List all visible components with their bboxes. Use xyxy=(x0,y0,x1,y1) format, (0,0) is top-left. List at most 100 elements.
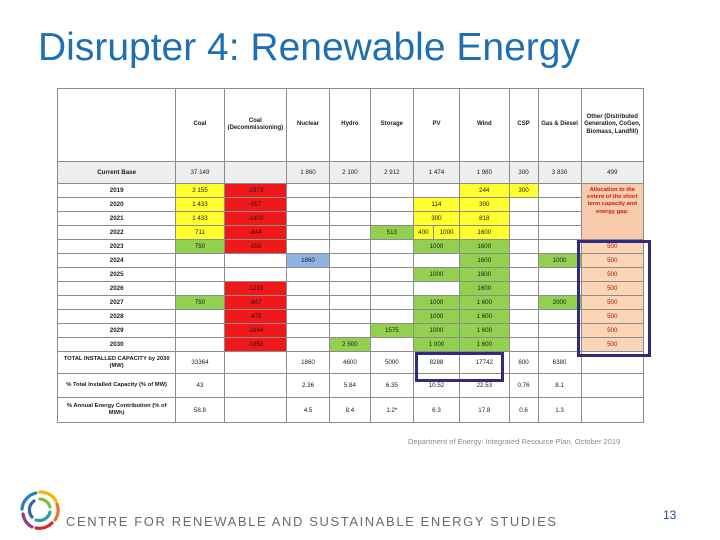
table-cell: 1 474 xyxy=(412,161,461,184)
pct-capacity-row: % Total Installed Capacity (% of MW) 43 2.… xyxy=(56,373,645,398)
table-cell: 711 xyxy=(175,225,225,240)
table-cell: 5000 xyxy=(369,351,414,374)
column-header: Other (Distributed Generation, CoGen, Bi… xyxy=(580,88,645,162)
table-cell-split: 400 1000 xyxy=(412,225,461,240)
table-cell xyxy=(175,253,225,268)
table-cell: 1600 xyxy=(459,267,510,282)
year-label: 2027 xyxy=(56,295,177,310)
table-cell: 1 433 xyxy=(175,211,225,226)
table-cell: -847 xyxy=(223,295,288,310)
table-cell xyxy=(286,197,330,212)
table-cell xyxy=(329,197,371,212)
table-cell: 500 xyxy=(580,337,645,352)
year-label: 2021 xyxy=(56,211,177,226)
table-cell: 300 xyxy=(508,161,539,184)
table-cell xyxy=(329,281,371,296)
year-row: 2020 1 433 -557 114 300 xyxy=(56,197,644,212)
table-cell xyxy=(369,253,414,268)
table-cell: -1694 xyxy=(223,323,288,338)
table-cell: 2000 xyxy=(537,295,582,310)
table-cell: 1575 xyxy=(369,323,414,338)
table-cell xyxy=(329,211,371,226)
table-cell xyxy=(508,225,539,240)
year-label: 2020 xyxy=(56,197,177,212)
source-caption: Department of Energy: Integrated Resourc… xyxy=(408,437,621,446)
table-cell: 1600 xyxy=(459,239,510,254)
table-cell: 1 000 xyxy=(412,337,461,352)
year-row: 2022 711 -844 513 400 1000 1600 xyxy=(56,225,644,240)
column-header: Nuclear xyxy=(286,88,330,162)
table-cell: 818 xyxy=(459,211,510,226)
table-cell: 300 xyxy=(412,211,461,226)
table-cell xyxy=(508,281,539,296)
table-cell xyxy=(286,211,330,226)
table-cell: 0.6 xyxy=(508,397,539,423)
table-cell: 513 xyxy=(369,225,414,240)
table-cell: 6.35 xyxy=(369,373,414,398)
column-header: PV xyxy=(412,88,461,162)
table-cell: 1 600 xyxy=(459,295,510,310)
table-cell: -1403 xyxy=(223,211,288,226)
year-label: 2029 xyxy=(56,323,177,338)
table-cell xyxy=(508,295,539,310)
page-number: 13 xyxy=(663,508,677,522)
table-cell: 1000 xyxy=(537,253,582,268)
table-cell xyxy=(223,373,288,398)
table-cell: 58.8 xyxy=(175,397,225,423)
table-cell xyxy=(286,183,330,198)
table-cell xyxy=(537,211,582,226)
table-cell xyxy=(369,183,414,198)
column-header: Gas & Diesel xyxy=(537,88,582,162)
table-cell xyxy=(369,267,414,282)
year-row: 2024 1860 1600 1000 500 xyxy=(56,253,645,268)
table-cell: 244 xyxy=(459,183,510,198)
year-label: 2026 xyxy=(56,281,177,296)
table-cell xyxy=(369,211,414,226)
table-cell xyxy=(329,295,371,310)
table-cell xyxy=(329,225,371,240)
table-cell: 3 830 xyxy=(537,161,582,184)
table-cell xyxy=(329,309,371,324)
table-cell xyxy=(580,373,645,398)
column-header: Coal (Decommissioning) xyxy=(223,88,288,162)
table-cell xyxy=(286,337,330,352)
table-cell: 1860 xyxy=(286,253,330,268)
table-cell xyxy=(537,267,582,282)
table-cell xyxy=(286,295,330,310)
table-cell: 2.36 xyxy=(286,373,330,398)
table-cell xyxy=(286,225,330,240)
table-cell xyxy=(175,267,225,282)
table-cell: -1050 xyxy=(223,337,288,352)
year-label: 2030 xyxy=(56,337,177,352)
table-cell: 37 149 xyxy=(175,161,225,184)
table-cell: 1000 xyxy=(412,323,461,338)
table-cell xyxy=(508,337,539,352)
table-cell xyxy=(329,183,371,198)
year-row: 2019 2 155 -2373 244 300 Allocation to the ex… xyxy=(56,183,645,240)
table-cell: 1.3 xyxy=(537,397,582,423)
table-cell: 2 100 xyxy=(329,161,371,184)
table-cell: 6.3 xyxy=(412,397,461,423)
table-cell xyxy=(286,309,330,324)
year-label: 2019 xyxy=(56,183,177,198)
table-cell: -555 xyxy=(223,239,288,254)
table-cell: 1000 xyxy=(412,239,461,254)
split-cell-part: 400 xyxy=(414,226,435,239)
table-cell: -557 xyxy=(223,197,288,212)
row-label: TOTAL INSTALLED CAPACITY by 2030 (MW) xyxy=(56,351,177,374)
allocation-note: Allocation to the extent of the short te… xyxy=(580,183,645,240)
column-header: Hydro xyxy=(329,88,371,162)
table-cell: 5.84 xyxy=(329,373,371,398)
table-cell xyxy=(223,161,288,184)
current-base-row: Current Base 37 149 1 860 2 100 2 912 1 474 1 … xyxy=(56,161,645,184)
pct-energy-row: % Annual Energy Contribution (% of MWh) 5… xyxy=(56,397,645,423)
table-cell xyxy=(537,225,582,240)
table-cell xyxy=(369,309,414,324)
table-cell xyxy=(175,281,225,296)
row-label: Current Base xyxy=(56,161,177,184)
year-label: 2025 xyxy=(56,267,177,282)
table-cell: 499 xyxy=(580,161,645,184)
table-cell xyxy=(537,281,582,296)
table-cell: 1000 xyxy=(412,267,461,282)
table-cell xyxy=(412,183,461,198)
